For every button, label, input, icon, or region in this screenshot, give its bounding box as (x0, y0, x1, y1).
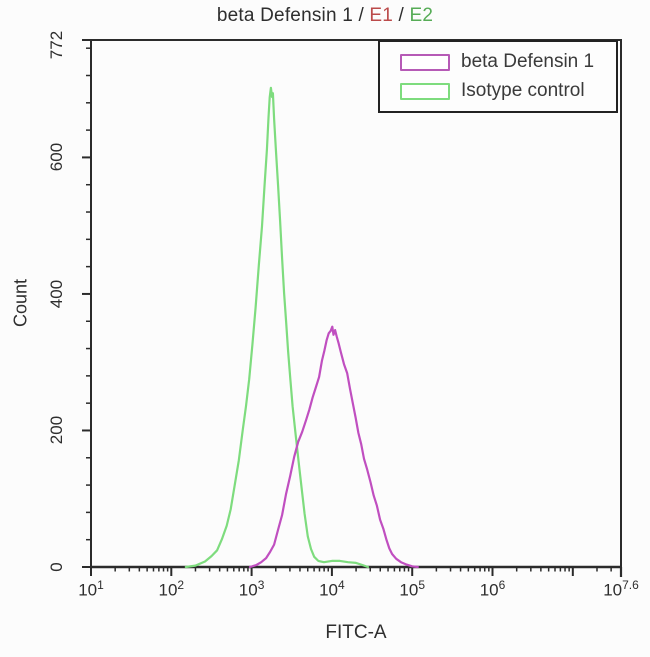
legend-label: Isotype control (461, 80, 585, 101)
legend-swatch-beta-defensin-1 (400, 53, 450, 71)
y-tick-label: 600 (47, 143, 66, 172)
x-tick-label: 102 (158, 578, 185, 600)
legend-label: beta Defensin 1 (461, 51, 595, 72)
y-tick-label: 772 (47, 30, 66, 60)
x-axis-label: FITC-A (325, 622, 387, 643)
plot-border (90, 39, 622, 568)
y-tick-label: 200 (47, 416, 66, 445)
x-tick-label: 105 (399, 578, 426, 600)
y-tick-label: 400 (47, 279, 66, 309)
legend: beta Defensin 1 Isotype control (378, 40, 618, 113)
curve-isotype-control (184, 86, 370, 569)
chart-title-gate-e1: E1 (369, 5, 394, 26)
x-tick-label: 107.6 (603, 578, 639, 600)
x-tick-label: 103 (238, 578, 265, 600)
legend-swatch-isotype-control (400, 82, 450, 100)
x-tick-label: 106 (479, 578, 506, 600)
y-axis-label: Count (10, 278, 31, 328)
legend-item: Isotype control (400, 80, 616, 102)
chart-title-slash: / (393, 5, 410, 26)
chart-title-main: beta Defensin 1 / (216, 5, 370, 26)
y-tick-label: 0 (47, 562, 66, 572)
curve-beta-defensin-1 (248, 325, 419, 569)
x-tick-label: 104 (319, 578, 345, 600)
chart-title: beta Defensin 1 / E1 / E2 (0, 5, 650, 27)
x-tick-label: 101 (78, 578, 104, 600)
chart-title-gate-e2: E2 (409, 5, 434, 26)
legend-item: beta Defensin 1 (400, 51, 616, 73)
